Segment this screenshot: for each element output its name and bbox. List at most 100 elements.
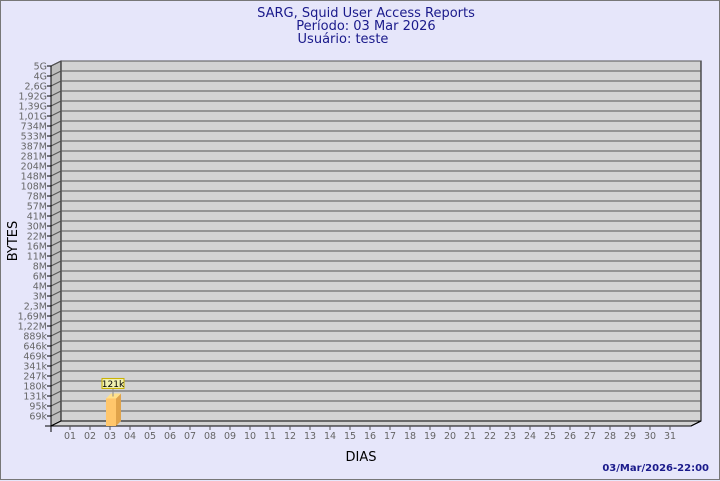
grid-line-left [50,330,62,337]
y-axis-label: BYTES [6,221,21,262]
y-tick-label: 22M [27,232,47,243]
x-tick-label: 20 [444,431,456,442]
x-tick-label: 17 [384,431,396,442]
x-tick-label: 23 [504,431,516,442]
x-tick-label: 03 [104,431,116,442]
footer-timestamp: 03/Mar/2026-22:00 [602,463,709,474]
x-tick-label: 13 [304,431,316,442]
y-tick-label: 95k [29,402,47,413]
grid-line-left [50,190,62,197]
x-tick-label: 12 [284,431,296,442]
bar-value-label: 121k [102,380,125,390]
grid-line-left [50,240,62,247]
y-tick-label: 1,01G [18,112,47,123]
x-tick-label: 10 [244,431,256,442]
grid-line-left [50,150,62,157]
grid-line-left [50,360,62,367]
grid-line-left [50,410,62,417]
grid-line-left [50,270,62,277]
y-tick-label: 5G [34,62,47,73]
y-tick-label: 4G [34,72,47,83]
grid-line-left [50,380,62,387]
chart-period: Período: 03 Mar 2026 [296,19,435,34]
grid-line-left [50,80,62,87]
y-tick-label: 180k [23,382,47,393]
grid-line-left [50,200,62,207]
y-tick-label: 2,3M [24,302,47,313]
x-tick-label: 26 [564,431,576,442]
y-tick-label: 8M [33,262,47,273]
y-tick-label: 16M [27,242,47,253]
x-tick-label: 05 [144,431,156,442]
y-tick-label: 69k [29,412,47,423]
x-tick-label: 08 [204,431,216,442]
grid-line-left [50,400,62,407]
y-tick-label: 1,39G [18,102,47,113]
y-tick-label: 1,69M [18,312,47,323]
y-tick-label: 281M [21,152,47,163]
grid-line-left [50,230,62,237]
bar-side [116,393,121,426]
y-tick-label: 1,22M [18,322,47,333]
grid-line-left [50,280,62,287]
chart-title: SARG, Squid User Access Reports [257,6,475,21]
x-axis-label: DIAS [346,450,377,465]
y-tick-label: 11M [27,252,47,263]
x-tick-label: 25 [544,431,556,442]
y-tick-label: 646k [23,342,47,353]
grid-line-left [50,170,62,177]
grid-line-left [50,60,62,67]
y-tick-label: 533M [21,132,47,143]
x-tick-label: 15 [344,431,356,442]
grid-line-left [50,70,62,77]
y-tick-label: 1,92G [18,92,47,103]
grid-line-left [50,290,62,297]
grid-line-left [50,140,62,147]
y-tick-label: 57M [27,202,47,213]
x-tick-label: 02 [84,431,96,442]
x-tick-label: 31 [664,431,676,442]
grid-line-left [50,250,62,257]
y-tick-label: 247k [23,372,47,383]
grid-line-left [50,300,62,307]
x-tick-label: 07 [184,431,196,442]
x-tick-label: 16 [364,431,376,442]
x-tick-label: 27 [584,431,596,442]
y-tick-label: 2,6G [25,82,47,93]
grid-line-left [50,210,62,217]
x-tick-label: 18 [404,431,416,442]
x-tick-label: 01 [64,431,76,442]
y-tick-label: 469k [23,352,47,363]
grid-line-left [50,120,62,127]
y-tick-label: 6M [33,272,47,283]
x-tick-label: 14 [324,431,336,442]
x-tick-label: 04 [124,431,136,442]
y-tick-label: 3M [33,292,47,303]
y-tick-label: 4M [33,282,47,293]
grid-line-left [50,100,62,107]
grid-line-left [50,110,62,117]
y-tick-label: 341k [23,362,47,373]
x-tick-label: 24 [524,431,536,442]
grid-line-left [50,310,62,317]
x-tick-label: 28 [604,431,616,442]
x-tick-label: 22 [484,431,496,442]
x-tick-label: 11 [264,431,276,442]
grid-line-left [50,260,62,267]
y-tick-label: 148M [21,172,47,183]
grid-line-left [50,320,62,327]
y-tick-label: 108M [21,182,47,193]
y-tick-label: 41M [27,212,47,223]
grid-line-left [50,130,62,137]
grid-line-left [50,160,62,167]
x-tick-label: 21 [464,431,476,442]
y-tick-label: 889k [23,332,47,343]
x-tick-label: 06 [164,431,176,442]
plot-floor [50,420,702,427]
y-tick-label: 78M [27,192,47,203]
x-tick-label: 19 [424,431,436,442]
x-tick-label: 09 [224,431,236,442]
grid-line-left [50,370,62,377]
